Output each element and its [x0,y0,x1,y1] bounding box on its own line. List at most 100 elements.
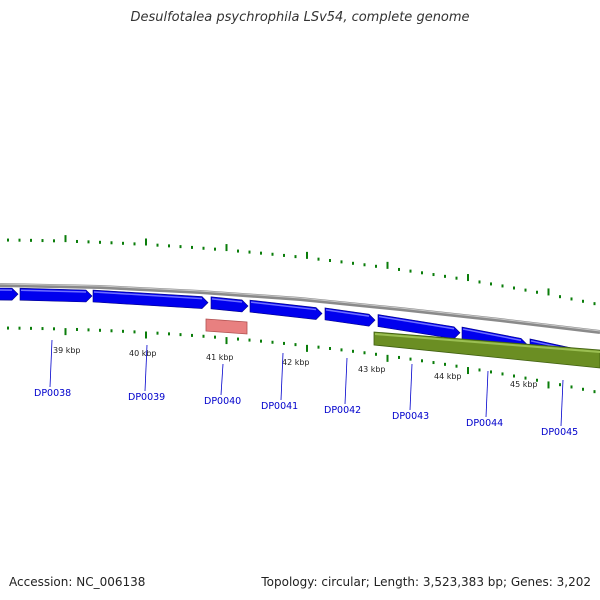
gc-tick [444,274,446,278]
gc-tick [524,288,527,292]
skew-tick [409,357,412,361]
gene-leader-line [144,344,148,392]
skew-tick [524,376,527,380]
gc-tick [478,280,481,284]
gene-arrow-shine [211,298,243,303]
gc-tick [421,271,423,275]
kbp-tick-label: 39 kbp [53,346,81,355]
skew-tick [455,364,458,368]
gc-tick [156,243,159,247]
gc-tick [99,240,101,244]
gc-tick [317,257,320,261]
labels-layer: 39 kbp 40 kbp 41 kbp 42 kbp 43 kbp 44 kbp 45 k… [34,339,578,438]
gene-leader-line [409,363,413,411]
gc-tick [570,297,573,301]
gene-arrow-shine [462,328,522,342]
gene-label[interactable]: DP0043 [392,411,429,422]
gene-arrow-shine [20,289,87,293]
gc-tick [53,239,55,243]
gene-label[interactable]: DP0044 [466,418,503,429]
feature-shine [374,333,600,353]
gene-arrow[interactable] [324,307,376,327]
gc-tick [352,261,354,265]
gc-tick [64,235,67,243]
skew-tick [179,333,182,337]
gc-tick [191,245,193,249]
gene-arrow[interactable] [210,296,249,313]
gene-label[interactable]: DP0039 [128,392,165,403]
skew-tick [110,329,113,333]
skew-tick [191,333,193,337]
gc-tick [110,241,113,245]
skew-tick [386,354,389,362]
gene-label[interactable]: DP0041 [261,401,298,412]
kbp-tick-label: 45 kbp [510,380,538,389]
gc-tick [375,264,377,268]
gc-tick [294,255,297,259]
skew-tick [156,331,159,335]
gc-tick [386,261,389,269]
skew-tick [329,346,331,350]
gc-tick [398,267,400,271]
skew-tick [536,378,538,382]
gene-arrow-shine [378,315,455,330]
gc-tick [582,299,584,303]
gc-tick [536,290,538,294]
gc-tick [363,263,366,267]
gene-leader-line [560,379,564,427]
gc-tick [214,247,216,251]
gc-tick [179,245,182,249]
skew-tick [41,327,44,331]
backbone-highlight [0,283,600,332]
skew-tick [237,337,239,341]
gc-tick [41,239,44,243]
skew-tick [64,328,67,336]
gc-tick [87,240,90,244]
gc-content-track [7,235,596,306]
skew-tick [76,327,78,331]
gene-arrow[interactable] [377,314,461,340]
gene-arrow-shine [325,309,370,317]
skew-tick [467,367,469,375]
gc-tick [283,253,285,257]
map-title: Desulfotalea psychrophila LSv54, complet… [130,10,470,25]
skew-tick [490,370,492,374]
skew-tick [99,328,101,332]
gc-tick [329,258,331,262]
skew-tick [214,335,216,339]
gc-tick [501,284,504,288]
gene-label[interactable]: DP0038 [34,388,71,399]
gc-tick [225,244,228,252]
skew-tick [593,390,596,394]
gc-tick [260,251,262,255]
skew-tick [317,345,320,349]
gc-tick [455,276,458,280]
gene-leader-line [220,363,224,396]
gc-tick [76,239,78,243]
kbp-tick-label: 40 kbp [129,349,157,358]
skew-tick [306,344,308,352]
gene-label[interactable]: DP0042 [324,405,361,416]
gc-tick [168,244,170,248]
gc-tick [547,288,550,296]
gene-arrow[interactable] [249,299,323,320]
genome-summary-text: Topology: circular; Length: 3,523,383 bp… [261,575,591,589]
skew-tick [283,341,285,345]
gene-arrow[interactable] [0,287,19,301]
gc-tick [122,241,124,245]
reverse-strand-feature[interactable] [373,331,600,369]
gene-label[interactable]: DP0045 [541,427,578,438]
skew-tick [340,348,343,352]
rna-gene-block[interactable] [205,318,248,335]
skew-tick [478,368,481,372]
gene-label[interactable]: DP0040 [204,396,241,407]
skew-tick [513,374,515,378]
skew-tick [352,349,354,353]
skew-tick [248,338,251,342]
gc-tick [490,282,492,286]
gc-tick [248,250,251,254]
kbp-tick-label: 42 kbp [282,358,310,367]
gc-tick [340,260,343,264]
gene-arrow[interactable] [92,289,209,309]
